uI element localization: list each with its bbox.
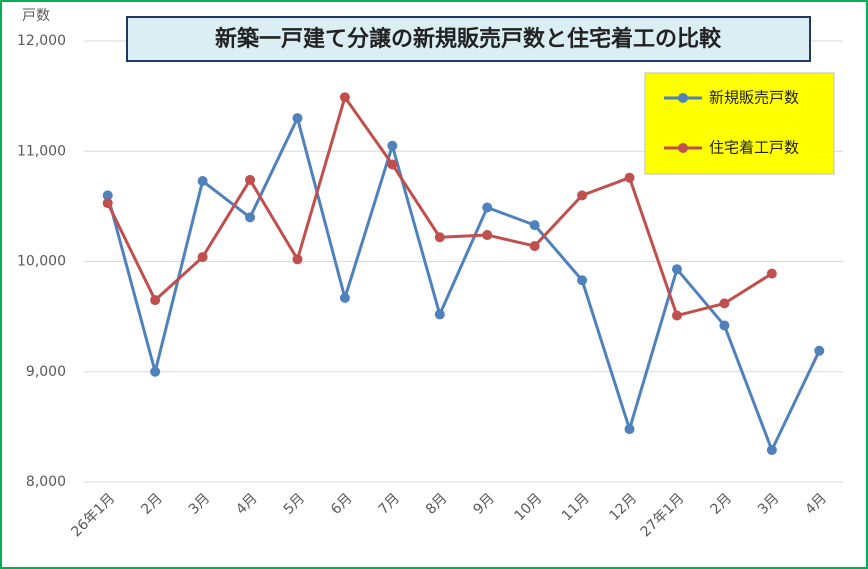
y-axis-label: 戸数 xyxy=(22,8,50,24)
data-point xyxy=(814,345,825,356)
data-point xyxy=(197,252,208,263)
chart-title: 新築一戸建て分譲の新規販売戸数と住宅着工の比較 xyxy=(215,26,722,52)
data-point xyxy=(671,264,682,275)
legend-label: 新規販売戸数 xyxy=(709,89,799,107)
data-point xyxy=(339,92,350,103)
data-point xyxy=(529,220,540,231)
legend-label: 住宅着工戸数 xyxy=(709,139,799,157)
data-point xyxy=(624,172,635,183)
data-point xyxy=(102,198,113,209)
data-point xyxy=(339,292,350,303)
y-tick-label: 12,000 xyxy=(17,33,66,49)
data-point xyxy=(529,241,540,252)
data-point xyxy=(719,298,730,309)
data-point xyxy=(245,212,256,223)
data-point xyxy=(102,190,113,201)
data-point xyxy=(387,159,398,170)
data-point xyxy=(150,366,161,377)
title-box xyxy=(126,16,811,62)
data-point xyxy=(671,310,682,321)
data-point xyxy=(719,320,730,331)
data-point xyxy=(482,202,493,213)
data-point xyxy=(245,174,256,185)
legend-box xyxy=(644,72,835,175)
data-point xyxy=(624,424,635,435)
data-point xyxy=(577,190,588,201)
data-point xyxy=(434,232,445,243)
data-point xyxy=(197,176,208,187)
data-point xyxy=(766,268,777,279)
data-point xyxy=(434,309,445,320)
data-point xyxy=(292,113,303,124)
data-point xyxy=(482,230,493,241)
y-tick-label: 11,000 xyxy=(17,143,66,159)
y-tick-label: 8,000 xyxy=(26,474,66,490)
data-point xyxy=(387,140,398,151)
legend-marker xyxy=(678,143,688,153)
data-point xyxy=(150,295,161,306)
y-tick-label: 9,000 xyxy=(26,364,66,380)
y-tick-label: 10,000 xyxy=(17,254,66,270)
legend-marker xyxy=(678,93,688,103)
series-line xyxy=(106,116,821,452)
data-point xyxy=(577,275,588,286)
data-point xyxy=(292,254,303,265)
data-point xyxy=(766,445,777,456)
